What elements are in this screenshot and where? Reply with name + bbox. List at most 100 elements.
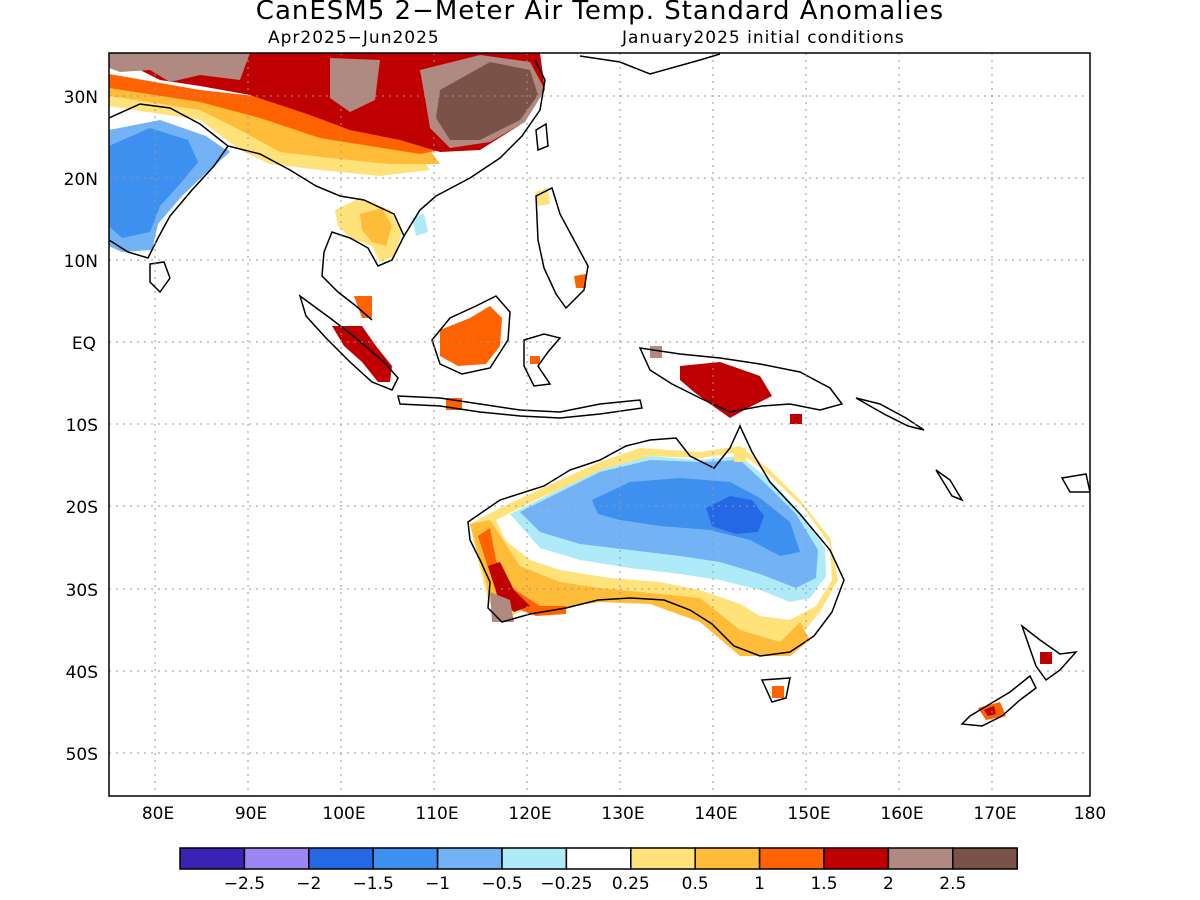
map-title: CanESM5 2−Meter Air Temp. Standard Anoma… xyxy=(255,0,945,26)
philippines-yellow xyxy=(535,188,550,206)
borneo-coastline xyxy=(431,295,511,375)
australia-dark-blue xyxy=(706,496,764,534)
lat-label: EQ xyxy=(72,334,96,354)
tasmania-coastline xyxy=(760,677,791,703)
newguinea-red-2 xyxy=(790,414,802,424)
asia-warm-brown-2 xyxy=(330,58,380,112)
colorbar-label: 1.5 xyxy=(810,874,837,894)
lat-label: 30S xyxy=(66,581,98,601)
asia-warm-orange xyxy=(109,84,440,164)
initial-conditions: January2025 initial conditions xyxy=(622,28,905,48)
colorbar-swatch xyxy=(372,847,439,870)
colorbar-swatch xyxy=(243,847,310,870)
colorbar-label: 1 xyxy=(754,874,765,894)
nz-south-red xyxy=(984,706,996,716)
colorbar-label: −2.5 xyxy=(224,874,265,894)
colorbar-label: −0.5 xyxy=(481,874,522,894)
malaya-orange xyxy=(354,296,372,318)
sri-lanka-coastline xyxy=(149,261,171,294)
colorbar-swatch xyxy=(436,847,503,870)
lon-label: 110E xyxy=(415,804,458,824)
fiji-coastline xyxy=(1060,473,1090,493)
queensland-yellow xyxy=(734,448,746,462)
nz-north-coastline xyxy=(1020,623,1078,682)
newguinea-brown xyxy=(650,346,662,358)
gridlines xyxy=(109,53,1090,796)
indochina-aqua xyxy=(412,214,428,236)
australia-west-brown xyxy=(490,592,514,622)
lon-labels: 80E 90E 100E 110E 120E 130E 140E 150E 16… xyxy=(142,804,1106,824)
lon-label: 100E xyxy=(322,804,365,824)
asia-warm-brown xyxy=(109,53,250,82)
lat-label: 40S xyxy=(66,663,98,683)
colorbar-swatch xyxy=(308,847,374,870)
colorbar-swatch xyxy=(952,847,1018,870)
australia-west-red xyxy=(488,562,530,612)
plot-frame xyxy=(108,52,1091,797)
taiwan-coastline xyxy=(535,122,549,152)
colorbar-label: 0.5 xyxy=(682,874,709,894)
lat-label: 20S xyxy=(66,498,98,518)
lon-label: 150E xyxy=(787,804,830,824)
australia-orange xyxy=(470,520,810,656)
lon-label: 130E xyxy=(601,804,644,824)
colorbar-label: −1.5 xyxy=(353,874,394,894)
sulawesi-coastline xyxy=(523,333,562,387)
asia-coastline xyxy=(227,145,405,321)
colorbar-swatch xyxy=(179,847,246,870)
colorbar-label: 0.25 xyxy=(612,874,650,894)
borneo-orange xyxy=(440,306,502,366)
sumatra-coastline xyxy=(298,294,399,391)
sumatra-red xyxy=(332,326,392,382)
lat-label: 10S xyxy=(66,416,98,436)
australia-coastline xyxy=(467,424,845,657)
coastlines xyxy=(109,53,1090,727)
colorbar-swatch xyxy=(758,847,825,870)
lon-label: 80E xyxy=(142,804,174,824)
lat-label: 30N xyxy=(64,88,98,108)
sulawesi-orange xyxy=(530,356,540,364)
colorbar-label: −0.25 xyxy=(540,874,592,894)
india-anomaly-mid xyxy=(109,128,198,238)
china-warm-dark-brown xyxy=(436,62,538,140)
indochina-orange xyxy=(360,208,392,246)
colorbar-swatch xyxy=(565,847,632,870)
lon-label: 160E xyxy=(880,804,923,824)
lon-label: 140E xyxy=(694,804,737,824)
lat-label: 10N xyxy=(64,252,98,272)
colorbar-swatch xyxy=(887,847,954,870)
lon-label: 90E xyxy=(235,804,267,824)
lat-labels: 30N 20N 10N EQ 10S 20S 30S 40S 50S xyxy=(64,88,98,765)
philippines-coastline xyxy=(535,186,589,310)
china-coastline xyxy=(403,59,546,237)
forecast-period: Apr2025−Jun2025 xyxy=(268,28,440,48)
colorbar: −2.5 −2 −1.5 −1 −0.5 −0.25 0.25 0.5 1 1.5 2 2.5 xyxy=(179,847,1018,894)
colorbar-swatch xyxy=(630,847,696,870)
asia-warm-red-orange xyxy=(109,74,440,154)
japan-coastline xyxy=(579,53,721,75)
nz-south-coastline xyxy=(960,674,1037,727)
new-guinea-coastline xyxy=(638,347,844,413)
colorbar-label: −2 xyxy=(296,874,321,894)
colorbar-swatch xyxy=(694,847,761,870)
philippines-orange xyxy=(574,274,586,288)
lon-label: 180 xyxy=(1074,804,1106,824)
solomons-coastline xyxy=(855,397,925,431)
java-coastline xyxy=(397,395,643,419)
lat-label: 50S xyxy=(66,745,98,765)
india-coastline xyxy=(109,103,230,259)
lon-label: 120E xyxy=(508,804,551,824)
colorbar-swatch xyxy=(823,847,890,870)
colorbar-swatch xyxy=(501,847,568,870)
australia-mid-blue xyxy=(592,478,800,556)
lon-label: 170E xyxy=(973,804,1016,824)
tasmania-orange xyxy=(772,686,784,698)
colorbar-label: 2.5 xyxy=(939,874,966,894)
colorbar-label: −1 xyxy=(425,874,450,894)
vanuatu-coastline xyxy=(935,469,964,502)
nz-north-red xyxy=(1040,652,1052,664)
lat-label: 20N xyxy=(64,170,98,190)
colorbar-label: 2 xyxy=(883,874,894,894)
newguinea-red xyxy=(680,362,772,418)
